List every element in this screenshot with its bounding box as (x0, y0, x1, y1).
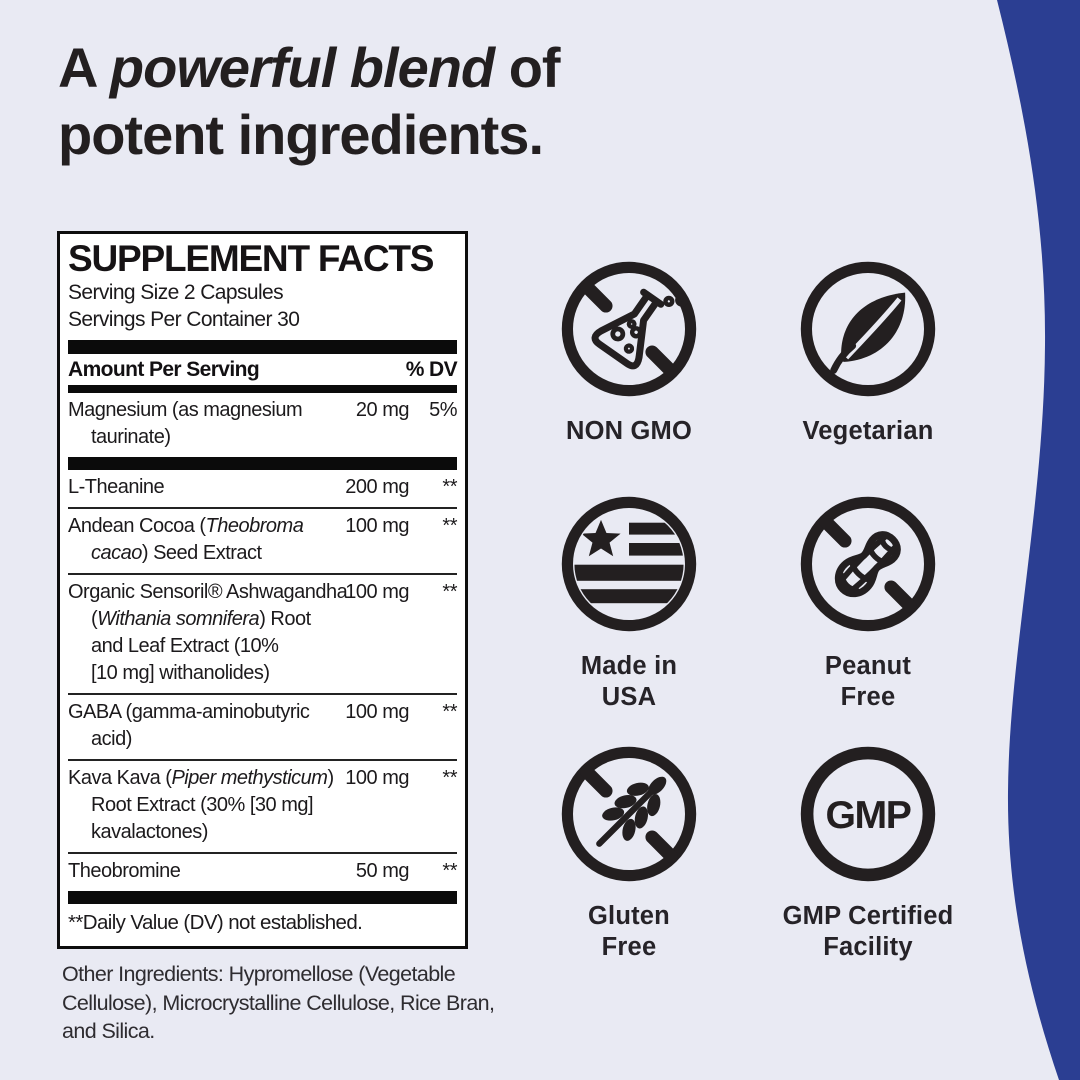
badge-label: Made in USA (580, 652, 678, 711)
ingredient-row: L-Theanine 200 mg ** (68, 470, 458, 507)
title-emphasis: powerful blend (109, 36, 495, 99)
ingredient-dv: ** (442, 767, 457, 789)
ingredient-amount: 100 mg (345, 767, 409, 789)
ingredient-dv: ** (442, 476, 457, 498)
dv-footnote: **Daily Value (DV) not established. (68, 911, 363, 934)
ingredient-row: Andean Cocoa (Theobroma cacao) Seed Extra… (68, 509, 458, 573)
ingredient-amount: 100 mg (345, 515, 409, 537)
ingredient-name: Magnesium (as magnesium taurinate) (68, 399, 303, 448)
ingredient-name: GABA (gamma-aminobutyric acid) (68, 701, 310, 750)
title-suffix: of (494, 36, 561, 99)
ingredient-dv: 5% (429, 399, 457, 421)
supplement-facts-title: SUPPLEMENT FACTS (68, 238, 434, 279)
ingredient-amount: 50 mg (355, 860, 410, 882)
table-header-row: Amount Per Serving % DV (68, 354, 458, 385)
ingredient-row: Kava Kava (Piper methysticum) Root Extrac… (68, 761, 458, 852)
serving-size-text: Serving Size 2 Capsules (68, 281, 284, 304)
ingredient-name: Theobromine (68, 860, 181, 882)
ingredient-name: L-Theanine (68, 476, 165, 498)
ingredient-amount: 20 mg (355, 399, 410, 421)
ingredient-row: GABA (gamma-aminobutyric acid) 100 mg ** (68, 695, 458, 759)
ingredient-dv: ** (442, 860, 457, 882)
divider-thick (68, 457, 457, 470)
divider-thick (68, 340, 457, 354)
no-peanut-icon (800, 496, 936, 632)
other-ingredients-text: Other Ingredients: Hypromellose (Vegetab… (62, 962, 495, 1043)
divider-thin (68, 759, 457, 761)
ingredient-row: Theobromine 50 mg ** (68, 854, 458, 891)
badge-label: NON GMO (565, 417, 693, 445)
no-gluten-wheat-icon (561, 746, 697, 882)
badge-label: Gluten Free (588, 902, 670, 961)
ingredient-dv: ** (442, 701, 457, 723)
column-header-dv: % DV (405, 358, 458, 381)
leaf-icon (800, 261, 936, 397)
ingredient-amount: 100 mg (345, 701, 409, 723)
title-prefix: A (58, 36, 110, 99)
badge-gluten-free: Gluten Free (509, 744, 749, 963)
badge-peanut-free: Peanut Free (748, 494, 988, 713)
ingredient-dv: ** (442, 581, 457, 603)
divider-thick (68, 891, 457, 904)
ingredient-name: Andean Cocoa (Theobroma cacao) Seed Extra… (68, 515, 304, 564)
supplement-rows: Magnesium (as magnesium taurinate) 20 mg 5%… (68, 393, 458, 904)
gmp-seal-icon: GMP (800, 746, 936, 882)
servings-per-container-text: Servings Per Container 30 (68, 307, 300, 331)
title-line2: potent ingredients. (58, 103, 544, 166)
ingredient-dv: ** (442, 515, 457, 537)
divider-thin (68, 852, 457, 854)
ingredient-amount: 200 mg (345, 476, 409, 498)
divider-thin (68, 507, 457, 509)
gmp-icon-text: GMP (825, 794, 910, 837)
column-header-amount: Amount Per Serving (68, 358, 260, 381)
divider-thin (68, 573, 457, 575)
ingredient-name: Kava Kava (Piper methysticum) Root Extrac… (68, 767, 334, 843)
badge-vegetarian: Vegetarian (748, 259, 988, 447)
ingredient-row: Magnesium (as magnesium taurinate) 20 mg 5% (68, 393, 458, 457)
ingredient-amount: 100 mg (345, 581, 409, 603)
page-title: A powerful blend of potent ingredients. (58, 34, 818, 168)
badge-non-gmo: NON GMO (509, 259, 749, 447)
badge-label: Vegetarian (802, 417, 934, 445)
usa-flag-icon (561, 496, 697, 632)
supplement-facts-panel: SUPPLEMENT FACTS Serving Size 2 Capsules… (57, 231, 468, 949)
ingredient-name: Organic Sensoril® Ashwagandha (Withania s… (68, 581, 348, 684)
ingredient-row: Organic Sensoril® Ashwagandha (Withania s… (68, 575, 458, 693)
no-gmo-flask-icon (561, 261, 697, 397)
divider-medium (68, 385, 457, 393)
badge-made-in-usa: Made in USA (509, 494, 749, 713)
divider-thin (68, 693, 457, 695)
badge-label: Peanut Free (824, 652, 912, 711)
badge-gmp-certified: GMP GMP Certified Facility (748, 744, 988, 963)
badge-label: GMP Certified Facility (782, 902, 954, 961)
